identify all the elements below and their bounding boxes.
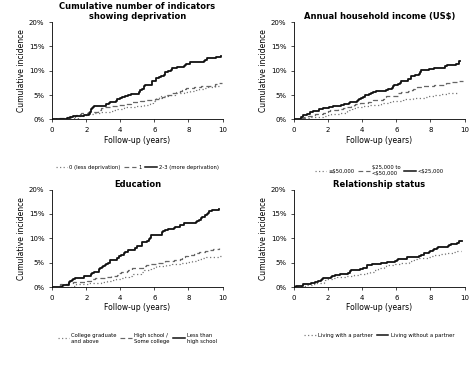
Y-axis label: Cumulative incidence: Cumulative incidence (259, 29, 268, 112)
Legend: 0 (less deprivation), 1, 2-3 (more deprivation): 0 (less deprivation), 1, 2-3 (more depri… (54, 163, 221, 172)
X-axis label: Follow-up (years): Follow-up (years) (104, 136, 171, 145)
Title: Education: Education (114, 180, 161, 189)
Legend: Living with a partner, Living without a partner: Living with a partner, Living without a … (302, 330, 456, 340)
Legend: College graduate
and above, High school /
Some college, Less than
high school: College graduate and above, High school … (55, 330, 219, 346)
Title: Relationship status: Relationship status (333, 180, 425, 189)
X-axis label: Follow-up (years): Follow-up (years) (346, 136, 412, 145)
Legend: ≥$50,000, $25,000 to
<$50,000, <$25,000: ≥$50,000, $25,000 to <$50,000, <$25,000 (312, 163, 446, 178)
Y-axis label: Cumulative incidence: Cumulative incidence (259, 197, 268, 280)
Y-axis label: Cumulative incidence: Cumulative incidence (17, 197, 26, 280)
Y-axis label: Cumulative incidence: Cumulative incidence (17, 29, 26, 112)
Title: Cumulative number of indicators
showing deprivation: Cumulative number of indicators showing … (59, 2, 215, 21)
Title: Annual household income (US$): Annual household income (US$) (304, 12, 455, 21)
X-axis label: Follow-up (years): Follow-up (years) (346, 304, 412, 312)
X-axis label: Follow-up (years): Follow-up (years) (104, 304, 171, 312)
